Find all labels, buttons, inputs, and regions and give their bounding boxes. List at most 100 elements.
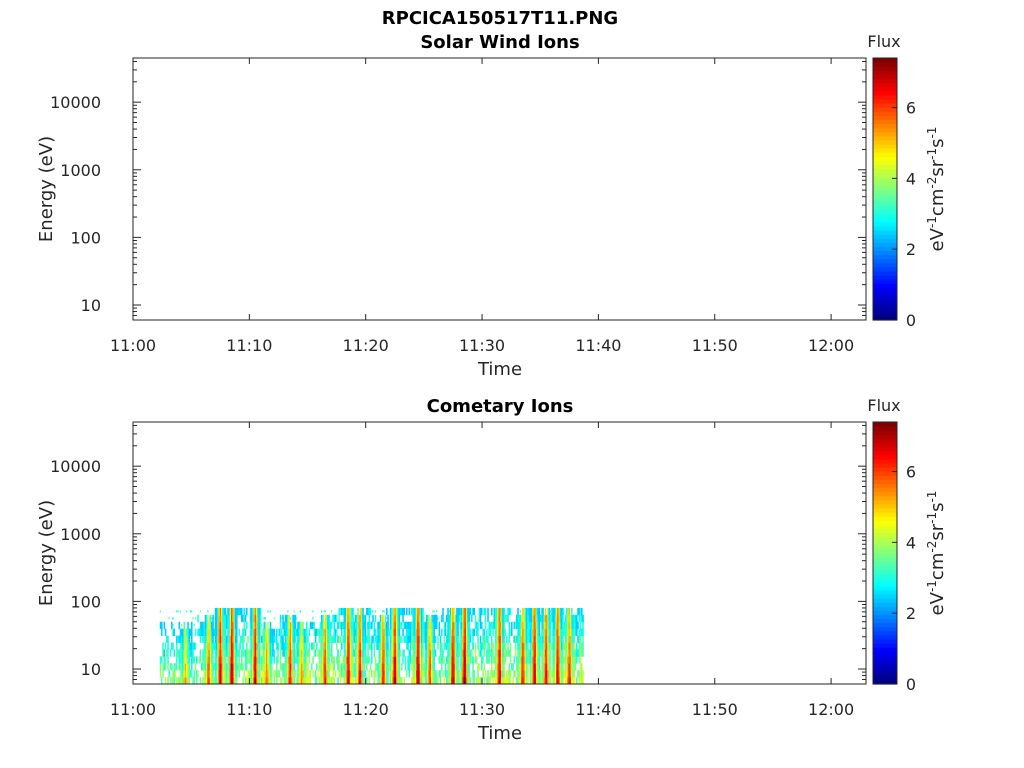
flux-cell bbox=[332, 670, 334, 678]
flux-cell bbox=[528, 656, 531, 664]
flux-cell bbox=[558, 663, 561, 671]
flux-cell bbox=[242, 649, 244, 657]
colorbar-segment bbox=[873, 548, 897, 554]
flux-cell bbox=[462, 642, 464, 650]
flux-cell bbox=[207, 621, 209, 630]
flux-cell bbox=[217, 628, 219, 636]
flux-cell bbox=[209, 642, 212, 650]
flux-cell bbox=[497, 656, 499, 664]
flux-cell bbox=[349, 656, 352, 664]
flux-cell bbox=[394, 677, 397, 685]
flux-cell bbox=[319, 635, 322, 643]
colorbar-segment bbox=[873, 516, 897, 521]
flux-cell bbox=[311, 621, 313, 630]
flux-cell bbox=[567, 656, 569, 664]
flux-cell bbox=[253, 656, 256, 664]
flux-cell bbox=[436, 621, 438, 630]
flux-cell bbox=[379, 649, 382, 657]
flux-cell bbox=[392, 635, 394, 643]
flux-cell bbox=[497, 614, 499, 623]
flux-cell bbox=[569, 642, 572, 650]
flux-cell bbox=[419, 642, 422, 650]
flux-cell bbox=[339, 607, 342, 616]
flux-cell bbox=[579, 677, 582, 685]
flux-cell bbox=[238, 656, 241, 664]
flux-cell bbox=[357, 642, 359, 650]
flux-cell bbox=[442, 656, 444, 664]
flux-cell bbox=[564, 628, 567, 636]
panel-cometary-ions: Cometary Ions 11:00 11:10 11:20 11:30 11:40 1… bbox=[36, 396, 948, 744]
flux-cell bbox=[526, 621, 528, 630]
flux-cell bbox=[551, 614, 553, 623]
flux-cell bbox=[294, 614, 297, 623]
flux-cell bbox=[547, 607, 549, 616]
flux-cell bbox=[552, 642, 554, 650]
flux-cell bbox=[429, 621, 432, 630]
flux-cell bbox=[392, 649, 394, 657]
flux-cell bbox=[568, 677, 571, 685]
flux-cell bbox=[559, 642, 562, 650]
flux-cell bbox=[184, 677, 187, 685]
colorbar-tick-label: 4 bbox=[906, 169, 916, 188]
flux-cell bbox=[504, 656, 507, 664]
flux-cell bbox=[377, 670, 379, 678]
flux-cell bbox=[523, 656, 526, 664]
colorbar-segment bbox=[873, 422, 897, 427]
flux-cell bbox=[304, 663, 307, 671]
flux-cell bbox=[561, 621, 563, 630]
flux-cell bbox=[217, 677, 219, 685]
flux-cell bbox=[581, 607, 583, 616]
colorbar-segment bbox=[873, 528, 897, 534]
flux-cell bbox=[354, 649, 357, 657]
flux-cell bbox=[326, 663, 328, 671]
flux-cell bbox=[556, 670, 558, 678]
flux-cell bbox=[229, 614, 232, 623]
flux-cell bbox=[288, 663, 291, 671]
flux-cell bbox=[284, 628, 287, 636]
flux-cell bbox=[282, 614, 284, 623]
flux-cell bbox=[206, 656, 208, 664]
flux-cell bbox=[403, 677, 406, 685]
flux-cell bbox=[544, 656, 547, 664]
flux-cell bbox=[286, 663, 288, 671]
flux-cell bbox=[278, 670, 281, 678]
flux-cell bbox=[468, 607, 471, 616]
flux-cell bbox=[496, 649, 498, 657]
flux-cell bbox=[263, 628, 266, 636]
flux-cell bbox=[382, 649, 384, 657]
flux-cell bbox=[291, 635, 293, 643]
flux-cell bbox=[301, 677, 303, 685]
flux-cell bbox=[551, 642, 553, 650]
flux-cell bbox=[557, 677, 559, 685]
flux-cell bbox=[566, 635, 568, 643]
flux-cell bbox=[521, 642, 523, 650]
flux-cell bbox=[386, 617, 388, 620]
flux-cell bbox=[231, 670, 233, 678]
flux-cell bbox=[217, 649, 219, 657]
flux-cell bbox=[269, 656, 272, 664]
flux-cell bbox=[508, 663, 511, 671]
flux-cell bbox=[341, 628, 343, 636]
flux-cell bbox=[178, 635, 181, 643]
flux-cell bbox=[553, 621, 556, 630]
panel-solar-wind-ions: Solar Wind Ions 11:00 11:10 11:20 11:30 11:4… bbox=[36, 32, 948, 380]
flux-cell bbox=[253, 677, 256, 685]
flux-cell bbox=[221, 670, 223, 678]
flux-cell bbox=[543, 677, 546, 685]
colorbar-unit-label: eV-1cm-2sr-1s-1 bbox=[925, 127, 948, 252]
flux-cell bbox=[411, 663, 413, 671]
flux-cell bbox=[458, 649, 461, 657]
colorbar-segment bbox=[873, 499, 897, 505]
flux-cell bbox=[547, 642, 549, 650]
flux-cell bbox=[518, 642, 521, 650]
x-axis-label: Time bbox=[477, 723, 522, 744]
flux-cell bbox=[429, 642, 432, 650]
flux-cell bbox=[206, 621, 208, 630]
flux-cell bbox=[481, 649, 483, 657]
flux-cell bbox=[222, 663, 224, 671]
flux-cell bbox=[162, 642, 164, 650]
flux-cell bbox=[568, 614, 571, 623]
flux-cell bbox=[573, 670, 576, 678]
flux-cell bbox=[416, 677, 418, 685]
flux-cell bbox=[293, 621, 296, 630]
